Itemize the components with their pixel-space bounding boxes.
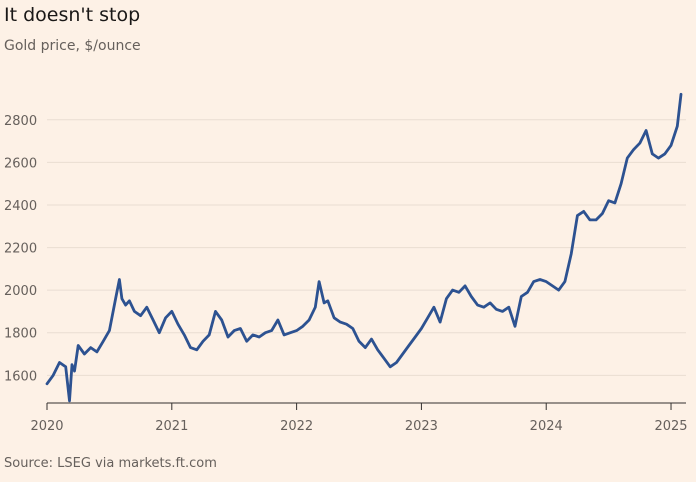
series-line [45,92,683,403]
y-tick-label: 1600 [4,369,37,384]
chart-title: It doesn't stop [4,4,141,26]
chart-subtitle: Gold price, $/ounce [4,38,141,54]
grid-lines [47,119,686,376]
y-tick-label: 2600 [4,156,37,171]
y-tick-label: 2400 [4,199,37,214]
y-tick-label: 2200 [4,242,37,257]
y-axis-labels: 1600 1800 2000 2200 2400 2600 2800 [4,114,37,385]
x-tick-label: 2022 [280,419,313,434]
x-tick-label: 2023 [405,419,438,434]
x-tick-label: 2025 [654,419,687,434]
y-tick-label: 2000 [4,284,37,299]
series-layer [45,92,683,403]
source-note: Source: LSEG via markets.ft.com [4,456,217,471]
x-tick-label: 2021 [155,419,188,434]
x-tick-label: 2020 [30,419,63,434]
x-tick-label: 2024 [530,419,563,434]
x-axis: 2020 2021 2022 2023 2024 2025 [30,402,688,434]
y-tick-label: 1800 [4,327,37,342]
y-tick-label: 2800 [4,114,37,129]
